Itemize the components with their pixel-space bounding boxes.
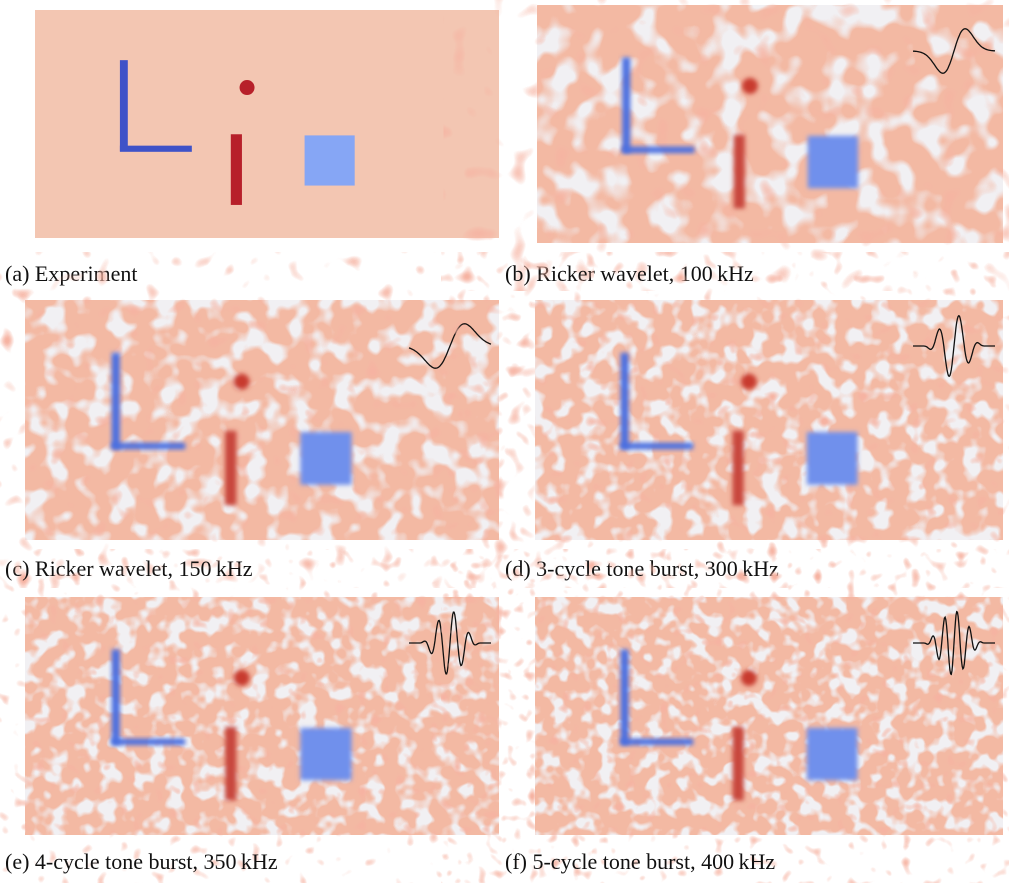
- panel: (f) 5-cycle tone burst, 400 kHz: [505, 597, 1003, 874]
- reconstruction-shape: [807, 728, 858, 780]
- reconstruction-shape: [112, 739, 185, 745]
- figure-canvas: (a) Experiment (b) Ricker wavelet, 100 kH…: [0, 0, 1009, 889]
- reconstruction-shape: [300, 728, 351, 780]
- reconstruction-dot: [742, 78, 758, 94]
- panel: (d) 3-cycle tone burst, 300 kHz: [505, 300, 1003, 581]
- panel-caption: (c) Ricker wavelet, 150 kHz: [5, 556, 253, 581]
- reconstruction-shape: [305, 135, 355, 185]
- reconstruction-shape: [112, 353, 120, 449]
- reconstruction-dot: [234, 374, 250, 390]
- reconstruction-shape: [622, 147, 694, 153]
- reconstruction-shape: [225, 431, 236, 505]
- reconstruction-shape: [112, 649, 120, 744]
- reconstruction-shape: [112, 443, 185, 449]
- reconstruction-shape: [732, 431, 743, 505]
- reconstruction-shape: [621, 353, 629, 449]
- panel: (e) 4-cycle tone burst, 350 kHz: [5, 597, 499, 874]
- reconstruction-shape: [120, 60, 128, 151]
- panel-caption: (d) 3-cycle tone burst, 300 kHz: [505, 556, 779, 581]
- panel-caption: (e) 4-cycle tone burst, 350 kHz: [5, 849, 278, 874]
- panel-caption: (b) Ricker wavelet, 100 kHz: [505, 261, 754, 286]
- reconstruction-shape: [300, 432, 351, 485]
- noise-texture: [537, 5, 1003, 243]
- reconstruction-shape: [120, 146, 192, 152]
- noise-texture: [535, 300, 1003, 540]
- panel-caption: (f) 5-cycle tone burst, 400 kHz: [505, 849, 775, 874]
- reconstruction-shape: [621, 649, 629, 744]
- reconstruction-shape: [621, 739, 694, 745]
- reconstruction-shape: [231, 134, 242, 205]
- noise-texture: [535, 597, 1003, 835]
- reconstruction-shape: [732, 727, 743, 801]
- reconstruction-dot: [741, 374, 757, 390]
- panel: (a) Experiment: [5, 10, 499, 286]
- noise-texture: [25, 597, 499, 835]
- reconstruction-dot: [741, 670, 757, 686]
- reconstruction-shape: [621, 443, 694, 449]
- reconstruction-shape: [622, 57, 630, 152]
- reconstruction-dot: [234, 670, 250, 686]
- noise-texture: [25, 300, 499, 540]
- panel-background: [35, 10, 499, 238]
- panel-caption: (a) Experiment: [5, 261, 138, 286]
- reconstruction-dot: [240, 80, 255, 95]
- reconstruction-shape: [808, 136, 858, 188]
- panel: (b) Ricker wavelet, 100 kHz: [505, 5, 1003, 286]
- reconstruction-shape: [734, 135, 745, 209]
- figure: (a) Experiment (b) Ricker wavelet, 100 kH…: [0, 0, 1009, 889]
- panel: (c) Ricker wavelet, 150 kHz: [5, 300, 499, 581]
- reconstruction-shape: [807, 432, 858, 485]
- reconstruction-shape: [225, 727, 236, 801]
